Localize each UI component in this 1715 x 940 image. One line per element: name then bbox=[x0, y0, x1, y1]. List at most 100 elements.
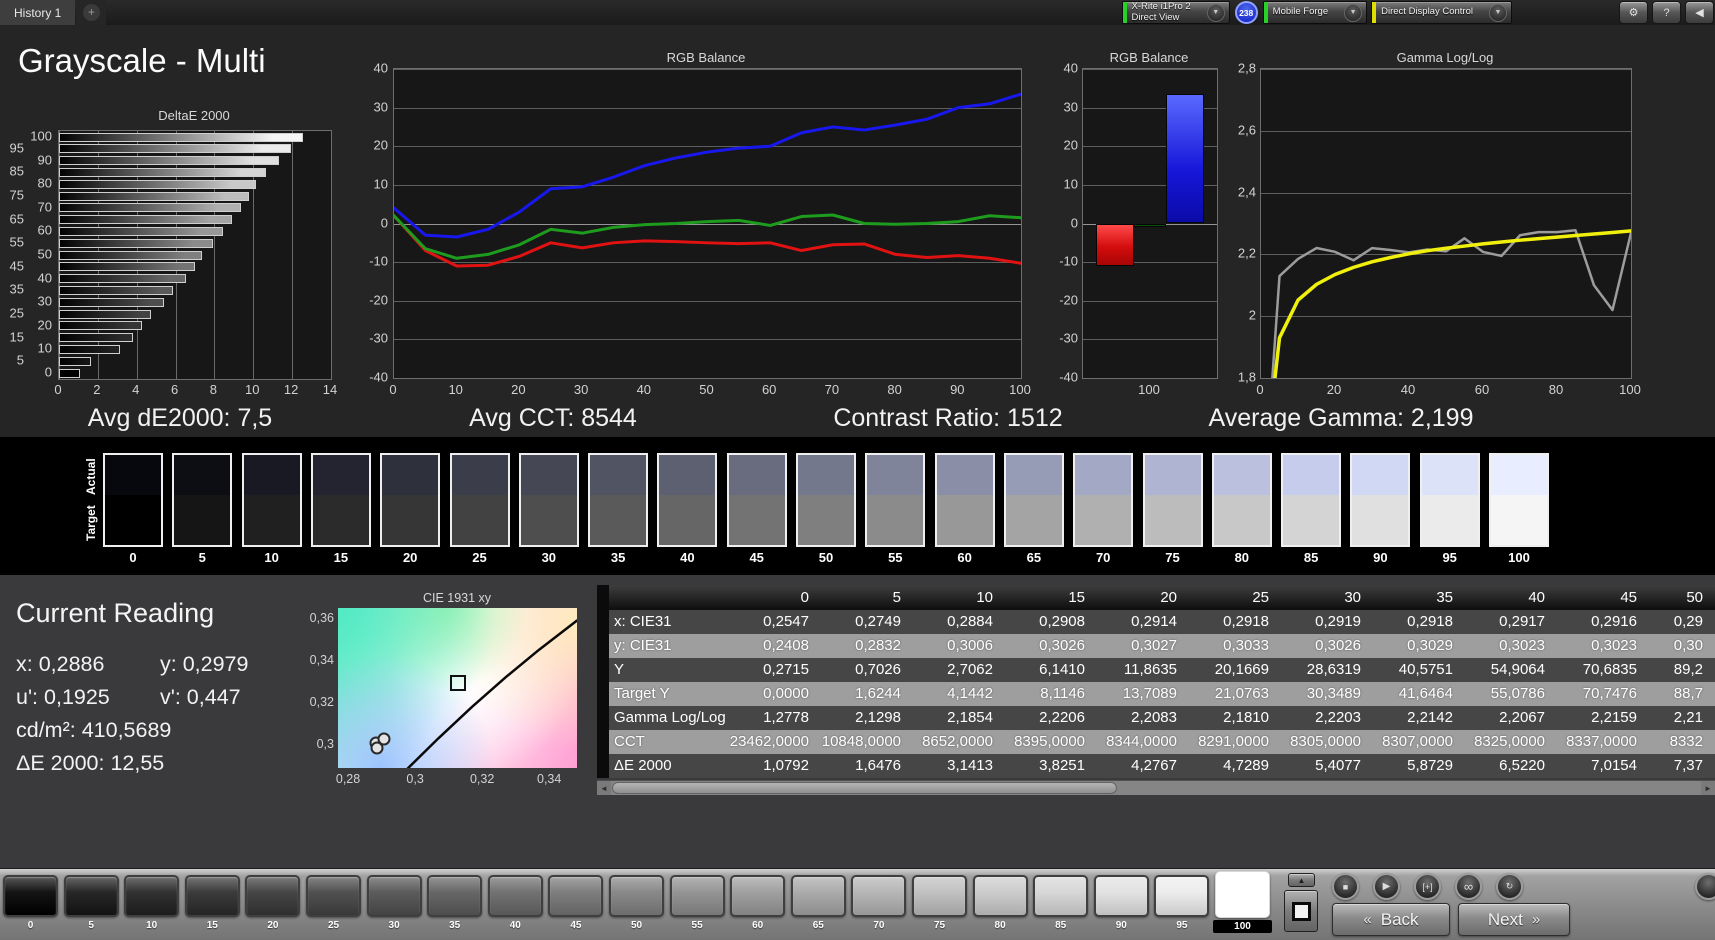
patch-label: 90 bbox=[1115, 920, 1127, 931]
play-button[interactable]: ▶ bbox=[1373, 873, 1400, 900]
swatch-90 bbox=[1350, 453, 1411, 547]
infinity-button[interactable]: ∞ bbox=[1455, 873, 1482, 900]
patch-button-35[interactable] bbox=[427, 875, 483, 917]
swatch-label: 40 bbox=[680, 550, 695, 565]
scrollbar-right-arrow[interactable]: ► bbox=[1701, 781, 1715, 795]
cie-y-axis: 0,36 0,34 0,32 0,3 bbox=[300, 608, 334, 768]
stop-button[interactable]: ■ bbox=[1332, 873, 1359, 900]
rgb-balance-bar-chart-title: RGB Balance bbox=[1109, 50, 1189, 65]
table-cell: 0,3033 bbox=[1223, 637, 1269, 654]
meter-name: X-Rite i1Pro 2 bbox=[1131, 0, 1191, 12]
pattern-window-button[interactable] bbox=[1284, 890, 1318, 932]
swatch-label: 90 bbox=[1373, 550, 1388, 565]
table-cell: 70,7476 bbox=[1582, 685, 1637, 702]
axis-tick-label: 90 bbox=[37, 152, 52, 168]
cie-chart-title: CIE 1931 xy bbox=[422, 591, 492, 605]
patch-label: 55 bbox=[691, 920, 703, 931]
axis-tick-label: 70 bbox=[37, 199, 52, 215]
axis-tick-label: 100 bbox=[1009, 382, 1031, 397]
table-cell: 13,7089 bbox=[1122, 685, 1177, 702]
patch-label: 80 bbox=[994, 920, 1006, 931]
table-horizontal-scrollbar[interactable]: ◄ ► bbox=[597, 780, 1715, 795]
axis-tick-label: 85 bbox=[9, 163, 24, 179]
next-button[interactable]: Next » bbox=[1458, 903, 1570, 936]
axis-tick-label: 40 bbox=[1400, 382, 1416, 397]
table-cell: 0,2916 bbox=[1591, 613, 1637, 630]
table-cell: 0,2919 bbox=[1315, 613, 1361, 630]
patch-button-55[interactable] bbox=[669, 875, 725, 917]
display-accent bbox=[1372, 2, 1377, 23]
deltae-bar bbox=[59, 156, 279, 166]
stat-avg-de2000: Avg dE2000: 7,5 bbox=[87, 404, 273, 432]
table-cell: 0,3026 bbox=[1039, 637, 1085, 654]
patch-button-45[interactable] bbox=[548, 875, 604, 917]
display-control-dropdown[interactable]: Direct Display Control ▼ bbox=[1371, 1, 1512, 24]
patch-button-100[interactable] bbox=[1215, 871, 1270, 918]
patch-button-85[interactable] bbox=[1033, 875, 1089, 917]
swatch-label: 10 bbox=[264, 550, 279, 565]
tab-history-1[interactable]: History 1 bbox=[0, 0, 76, 25]
patch-button-50[interactable] bbox=[609, 875, 664, 917]
step-button[interactable]: [+] bbox=[1414, 873, 1441, 900]
patch-button-90[interactable] bbox=[1093, 875, 1149, 917]
table-row: CCT 23462,0000 10848,0000 8652,0000 8395,000… bbox=[597, 730, 1715, 754]
table-cell: 5,8729 bbox=[1407, 757, 1453, 774]
swatch-label: 0 bbox=[129, 550, 137, 565]
patch-button-30[interactable] bbox=[366, 875, 422, 917]
patch-button-20[interactable] bbox=[245, 875, 301, 917]
patch-button-25[interactable] bbox=[306, 875, 361, 917]
gridline bbox=[394, 378, 1021, 379]
axis-tick-label: 10 bbox=[448, 382, 463, 397]
patch-button-0[interactable] bbox=[3, 875, 58, 917]
swatch-actual-color bbox=[382, 455, 439, 495]
collapse-panel-button[interactable]: ◀ bbox=[1685, 1, 1714, 24]
gridline bbox=[394, 146, 1021, 148]
scroll-up-button[interactable]: ▲ bbox=[1288, 873, 1315, 887]
axis-tick-label: 30 bbox=[573, 382, 589, 397]
patch-button-60[interactable] bbox=[730, 875, 786, 917]
patch-label: 70 bbox=[873, 920, 885, 931]
back-button[interactable]: « Back bbox=[1332, 903, 1450, 936]
extra-transport-button[interactable] bbox=[1695, 873, 1715, 900]
refresh-button[interactable]: ↻ bbox=[1496, 873, 1523, 900]
meter-dropdown[interactable]: X-Rite i1Pro 2 Direct View ▼ bbox=[1121, 0, 1230, 24]
double-right-chevron-icon: » bbox=[1531, 911, 1541, 928]
chart-series-layer bbox=[1261, 69, 1631, 378]
patch-button-40[interactable] bbox=[487, 875, 543, 917]
patch-button-10[interactable] bbox=[124, 875, 180, 917]
gamma-chart-title: Gamma Log/Log bbox=[1396, 50, 1494, 65]
gridline bbox=[1261, 316, 1631, 318]
patch-button-5[interactable] bbox=[63, 875, 119, 917]
swatch-target-color bbox=[1283, 494, 1340, 545]
axis-tick-label: 65 bbox=[9, 211, 24, 227]
table-cell: 1,6244 bbox=[855, 685, 901, 702]
source-dropdown[interactable]: Mobile Forge ▼ bbox=[1262, 1, 1368, 24]
settings-button[interactable]: ⚙ bbox=[1619, 1, 1648, 24]
scrollbar-thumb[interactable] bbox=[612, 782, 1117, 794]
axis-tick-label: -10 bbox=[1059, 253, 1078, 269]
gridline bbox=[394, 69, 1021, 70]
patch-button-80[interactable] bbox=[972, 875, 1028, 917]
patch-button-95[interactable] bbox=[1154, 875, 1210, 917]
axis-tick-label: 70 bbox=[824, 382, 840, 397]
axis-tick-label: 90 bbox=[950, 382, 965, 397]
cie-target-marker bbox=[449, 675, 466, 692]
patch-label: 35 bbox=[449, 920, 461, 931]
patch-button-15[interactable] bbox=[184, 875, 240, 917]
table-cell: 8344,0000 bbox=[1106, 733, 1177, 750]
table-row-label: Y bbox=[614, 661, 625, 678]
axis-tick-label: -40 bbox=[369, 369, 388, 385]
table-cell: 1,0792 bbox=[763, 757, 809, 774]
axis-tick-label: 15 bbox=[9, 329, 24, 345]
cie-1931-chart bbox=[338, 608, 577, 768]
help-button[interactable]: ? bbox=[1652, 1, 1681, 24]
scrollbar-left-arrow[interactable]: ◄ bbox=[597, 781, 611, 795]
patch-button-75[interactable] bbox=[912, 875, 967, 917]
gridline bbox=[1083, 262, 1217, 264]
add-tab-button[interactable]: + bbox=[76, 0, 107, 25]
patch-button-70[interactable] bbox=[851, 875, 907, 917]
axis-tick-label: 95 bbox=[9, 140, 24, 156]
patch-button-65[interactable] bbox=[790, 875, 846, 917]
table-cell: 2,1810 bbox=[1223, 709, 1269, 726]
swatch-85 bbox=[1281, 453, 1342, 547]
